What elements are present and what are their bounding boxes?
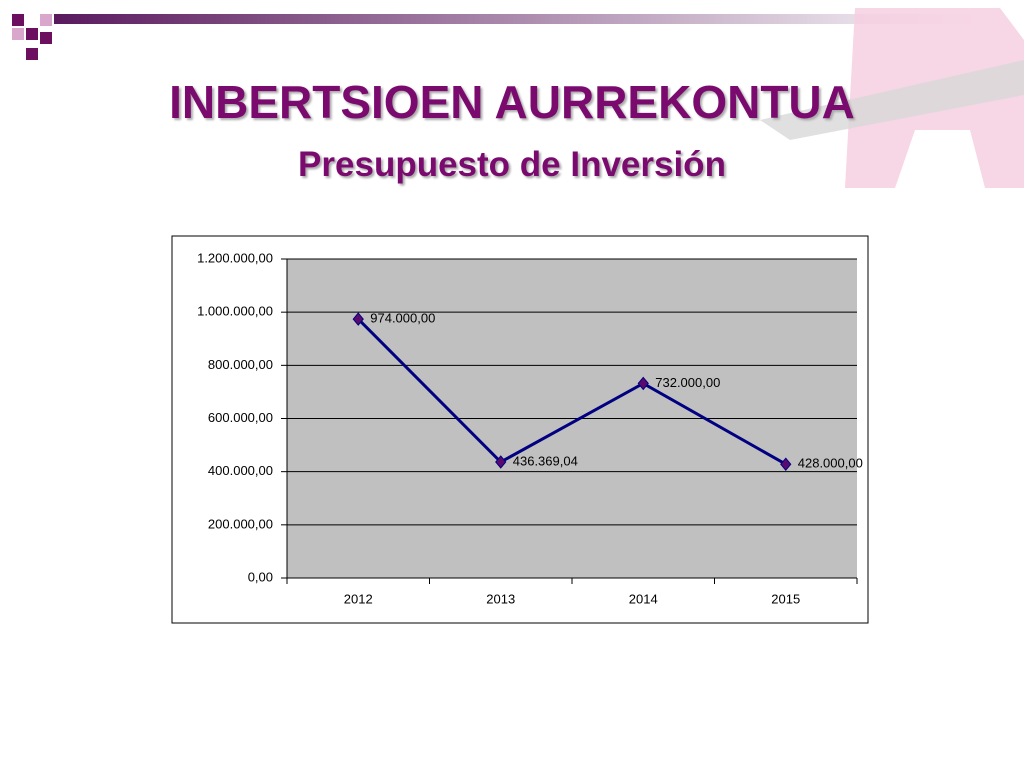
y-tick-label: 1.200.000,00	[197, 250, 273, 265]
y-tick-label: 200.000,00	[208, 516, 273, 531]
x-tick-label: 2012	[344, 591, 373, 606]
data-label: 732.000,00	[655, 375, 720, 390]
data-label: 428.000,00	[798, 456, 863, 471]
data-marker	[495, 455, 507, 469]
data-marker	[352, 312, 364, 326]
data-marker	[637, 376, 649, 391]
data-label: 436.369,04	[513, 453, 578, 468]
y-tick-label: 1.000.000,00	[197, 304, 273, 319]
y-tick-label: 400.000,00	[208, 463, 273, 478]
chart-subtitle: Presupuesto de Inversión	[298, 145, 726, 184]
chart-title: INBERTSIOEN AURREKONTUA	[169, 76, 855, 128]
x-tick-label: 2014	[629, 591, 658, 606]
decoration	[12, 8, 1024, 188]
x-tick-label: 2015	[771, 591, 800, 606]
data-line	[357, 318, 787, 466]
x-tick-label: 2013	[486, 591, 515, 606]
y-tick-label: 0,00	[248, 569, 273, 584]
y-tick-label: 600.000,00	[208, 410, 273, 425]
data-label: 974.000,00	[370, 311, 435, 326]
y-tick-label: 800.000,00	[208, 357, 273, 372]
data-marker	[780, 457, 792, 472]
